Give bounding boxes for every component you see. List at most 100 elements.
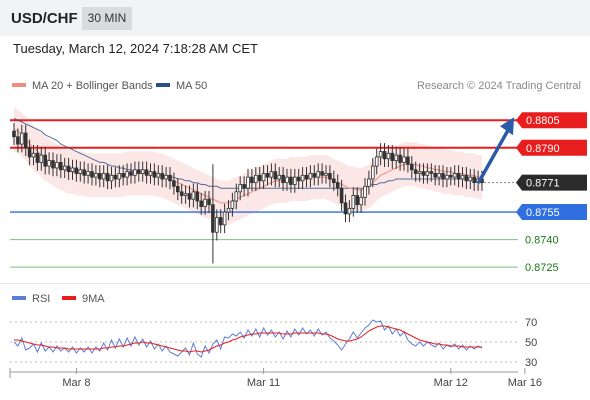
legend-9ma-swatch <box>62 296 76 301</box>
candle-body <box>413 169 418 174</box>
candle-body <box>230 200 235 209</box>
candle-body <box>374 156 379 167</box>
candle-body <box>289 176 293 185</box>
candle-body <box>339 187 344 204</box>
candle-body <box>164 174 168 180</box>
candle-body <box>292 176 297 185</box>
candle-body <box>55 162 59 169</box>
candle-body <box>265 173 270 178</box>
candle-body <box>218 217 223 226</box>
candle-body <box>468 176 473 182</box>
chart-header: USD/CHF 30 MIN <box>0 0 590 36</box>
candle-body <box>448 174 453 178</box>
candle-body <box>74 167 79 174</box>
last-price-tag <box>516 174 587 191</box>
candle-body <box>211 204 215 233</box>
candle-body <box>328 173 332 180</box>
level-labels: 0.8805 0.8790 0.8771 0.8755 0.8740 0.8725 <box>516 112 587 274</box>
candle-body <box>199 200 204 207</box>
candle-body <box>445 174 449 180</box>
candle-body <box>214 217 219 233</box>
candle-body <box>257 174 262 182</box>
candlesticks <box>12 122 484 264</box>
candle-body <box>62 165 67 171</box>
candle-body <box>390 152 395 162</box>
support-label: 0.8740 <box>525 235 559 247</box>
candle-body <box>31 152 36 158</box>
candle-body <box>47 160 51 167</box>
candle-body <box>429 171 434 174</box>
interval-badge[interactable]: 30 MIN <box>82 7 132 30</box>
rsi-9ma-line <box>14 325 482 353</box>
candle-body <box>269 171 274 178</box>
candle-body <box>94 173 98 178</box>
legend-rsi-swatch <box>12 296 26 301</box>
candle-body <box>70 167 75 173</box>
candle-body <box>367 178 371 187</box>
candle-body <box>160 173 165 180</box>
arrow-head <box>500 117 514 136</box>
candle-body <box>168 174 172 182</box>
candle-body <box>207 198 211 206</box>
candle-body <box>90 171 94 178</box>
rsi-panel: 70 50 30 <box>10 317 537 369</box>
candle-body <box>331 178 336 184</box>
candle-body <box>82 169 87 176</box>
pivot-tag <box>516 204 587 221</box>
candle-body <box>441 173 445 180</box>
candle-body <box>66 165 71 173</box>
candle-body <box>253 174 258 184</box>
candle-body <box>464 174 469 182</box>
candle-body <box>277 174 281 180</box>
x-tick-label: Mar 16 <box>508 377 542 389</box>
candle-body <box>59 162 63 171</box>
candle-body <box>121 173 126 178</box>
candle-body <box>402 156 406 163</box>
candle-body <box>35 152 40 163</box>
candle-body <box>316 171 320 178</box>
rsi-tick-label: 50 <box>525 337 537 349</box>
candle-body <box>324 173 328 176</box>
candle-body <box>335 182 340 189</box>
candle-body <box>452 173 457 178</box>
candle-body <box>12 130 16 138</box>
legend-ma50-label: MA 50 <box>176 80 208 92</box>
candle-body <box>386 152 391 160</box>
pivot-label: 0.8755 <box>526 207 560 219</box>
candle-body <box>425 171 430 176</box>
candle-body <box>187 193 192 200</box>
credit-text: Research © 2024 Trading Central <box>416 80 581 92</box>
candle-body <box>226 207 231 213</box>
candle-body <box>421 171 426 176</box>
legend-9ma: 9MA <box>62 293 105 305</box>
legend-ma20-swatch <box>12 83 26 88</box>
candle-body <box>98 173 102 180</box>
candle-body <box>113 174 118 180</box>
candle-body <box>133 169 137 176</box>
x-tick-label: Mar 8 <box>62 377 90 389</box>
candle-body <box>296 176 301 182</box>
rsi-tick-label: 70 <box>525 317 537 329</box>
candle-body <box>347 207 352 215</box>
candle-body <box>472 176 476 184</box>
candle-body <box>195 191 200 202</box>
candle-body <box>144 169 149 176</box>
candle-body <box>417 171 422 174</box>
candle-body <box>359 196 363 206</box>
candle-body <box>300 174 305 182</box>
candle-body <box>136 169 141 174</box>
candle-body <box>351 195 356 209</box>
candle-body <box>308 173 313 180</box>
support-label: 0.8725 <box>525 262 559 274</box>
candle-body <box>125 171 129 178</box>
resistance-tag <box>516 112 587 129</box>
candle-body <box>191 191 196 200</box>
legend-9ma-label: 9MA <box>82 293 105 305</box>
candle-body <box>51 160 55 169</box>
candle-body <box>355 195 359 206</box>
resistance-tag <box>516 139 587 156</box>
candle-body <box>117 173 122 180</box>
candle-body <box>320 171 324 176</box>
candle-body <box>222 211 227 226</box>
